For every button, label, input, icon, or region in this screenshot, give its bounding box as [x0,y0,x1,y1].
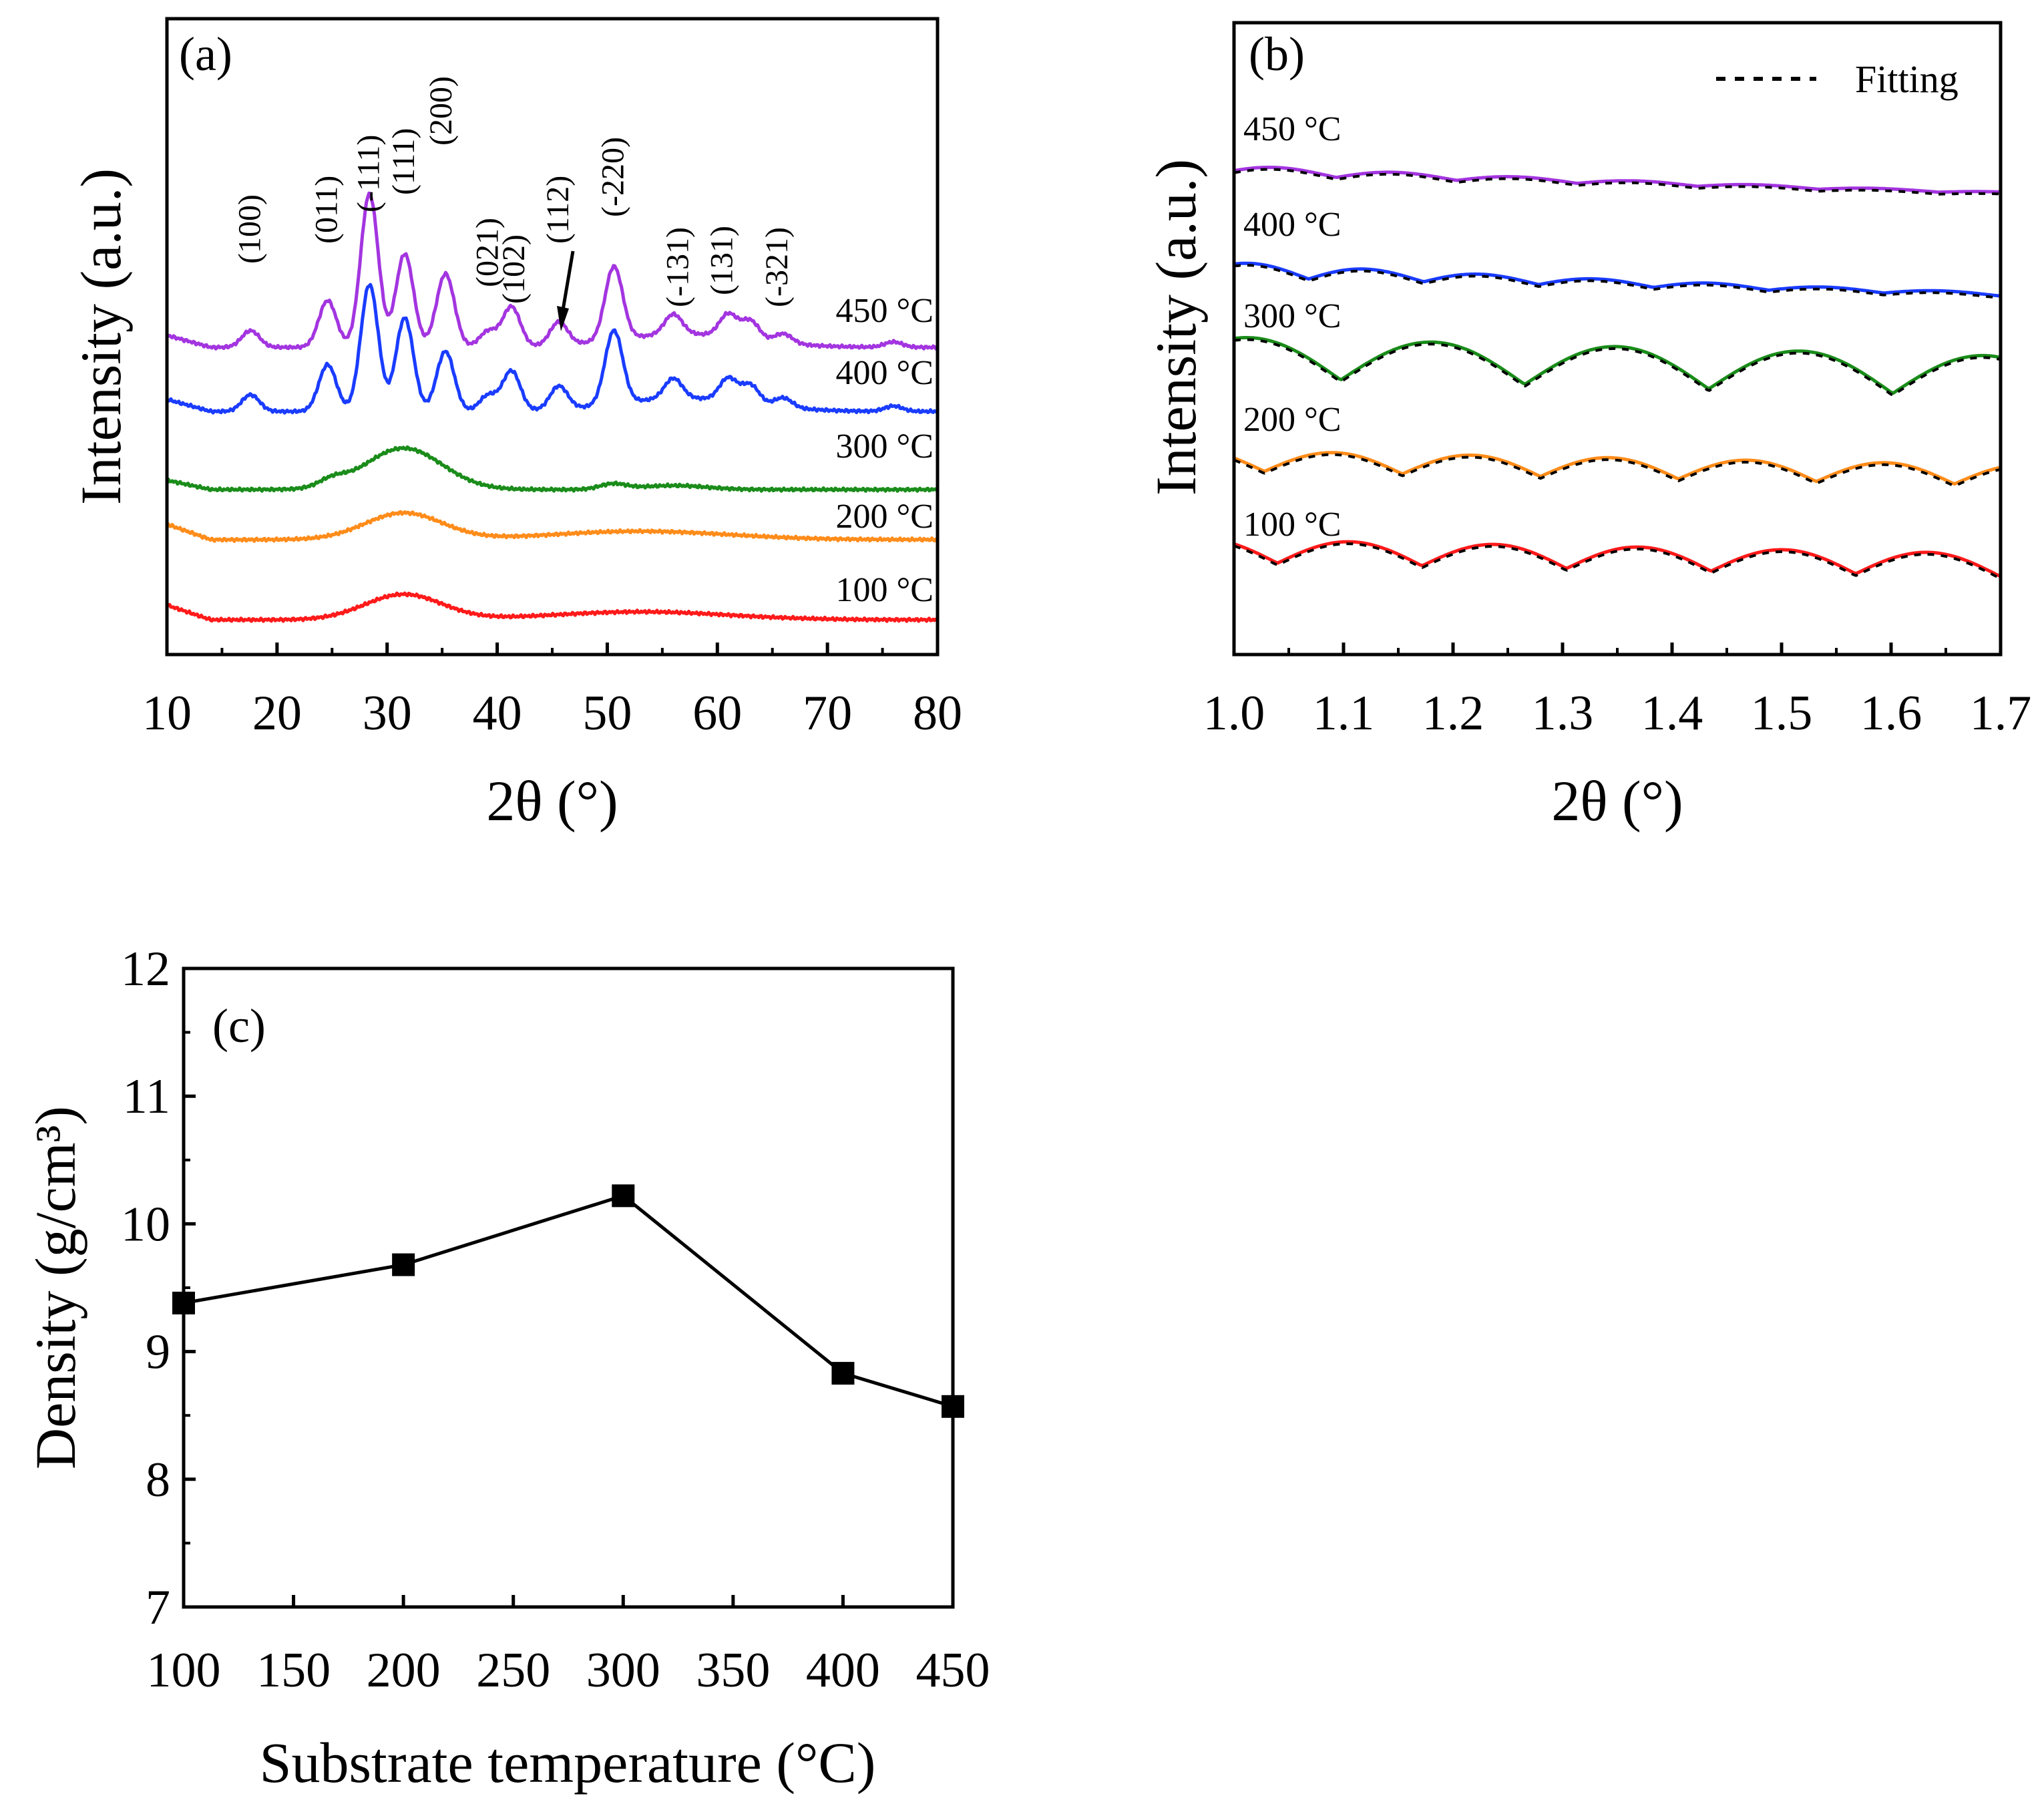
panel-a-x-title: 2θ (°) [486,769,618,833]
c-x-tick-label: 250 [476,1643,550,1698]
panel-a-tag: (a) [179,27,232,81]
a-peak-label: (-131) [660,227,696,307]
panel-a-arrow [557,250,575,331]
a-x-tick-label: 80 [913,686,962,741]
panel-b-series-group [1233,165,2001,580]
a-peak-label: (011) [309,176,345,244]
a-peak-label: (100) [232,194,267,264]
a-temp-label: 300 °C [836,427,934,466]
c-y-tick-label: 8 [146,1453,170,1507]
a-series-line-100 °C [166,591,938,623]
panel-a-frame [165,17,940,657]
panel-c: (c) 100 150 200 250 300 350 400 450 7 8 9 10 11 12 S… [23,942,990,1795]
b-x-tick-label: 1.0 [1203,686,1265,741]
b-x-tick-label: 1.4 [1641,686,1703,741]
panel-c-tag: (c) [212,999,266,1053]
a-temp-label: 400 °C [836,354,934,392]
a-series-line-400 °C [165,283,938,415]
c-x-tick-label: 300 [586,1643,660,1698]
a-temp-label: 200 °C [836,498,934,536]
a-x-tick-label: 40 [473,686,522,741]
a-series-line-450 °C [166,191,939,351]
legend-fitting-label: Fitting [1855,57,1959,101]
b-temp-label: 200 °C [1243,401,1341,439]
a-peak-label: (-220) [595,137,630,217]
panel-a-series-group [165,191,939,623]
b-series-line-400 °C [1233,261,2001,298]
a-peak-label: (200) [423,76,459,146]
b-series-line-100 °C [1233,540,2001,578]
c-y-tick-label: 11 [123,1069,170,1124]
panel-a: (a) (100) (011) (-111) (111)(200) (021)(102)… [69,17,962,833]
c-y-tick-label: 7 [146,1580,170,1635]
a-x-tick-label: 60 [692,686,742,741]
panel-b-temperature-labels: 100 °C 200 °C 300 °C 400 °C 450 °C [1243,110,1341,544]
a-series-line-300 °C [166,445,939,493]
b-fit-line-100 °C [1233,542,2001,580]
b-temp-label: 450 °C [1243,110,1341,148]
c-x-tick-label: 150 [256,1643,331,1698]
b-series-line-300 °C [1233,336,2001,395]
panel-c-frame [182,966,955,1609]
panel-b-y-title: Intensity (a.u.) [1144,159,1208,496]
panel-c-y-title: Density (g/cm³) [23,1106,87,1469]
c-data-point [392,1253,415,1276]
panel-c-x-title: Substrate temperature (°C) [260,1731,876,1795]
a-peak-label: (-111) [351,135,386,212]
c-y-tick-label: 12 [121,942,170,997]
c-y-tick-label: 9 [146,1325,170,1380]
c-x-tick-label: 200 [367,1643,441,1698]
a-peak-label: (102) [496,234,532,304]
a-temp-label: 100 °C [836,571,934,609]
a-peak-label: (-321) [759,227,795,307]
a-temp-label: 450 °C [836,292,934,330]
panel-a-y-title: Intensity (a.u.) [69,168,133,505]
a-peak-label: (112) [540,176,576,244]
b-x-tick-label: 1.6 [1860,686,1922,741]
c-data-point [172,1291,195,1314]
c-x-tick-label: 450 [916,1643,990,1698]
panel-c-series [172,1184,964,1418]
a-x-tick-label: 30 [363,686,412,741]
a-peak-label: (021) [469,218,505,287]
c-x-tick-label: 100 [147,1643,221,1698]
a-x-tick-label: 10 [142,686,192,741]
b-fit-line-450 °C [1233,168,2001,196]
panel-b-tag: (b) [1249,27,1305,81]
panel-b-legend: Fitting [1716,57,1959,101]
c-data-point [942,1395,964,1418]
panel-b-x-ticks: 1.0 1.1 1.2 1.3 1.4 1.5 1.6 1.7 [1203,643,2032,741]
b-series-line-200 °C [1233,451,2001,486]
a-peak-label: (131) [704,226,740,295]
c-data-point [612,1184,635,1208]
panel-c-x-ticks: 100 150 200 250 300 350 400 450 [147,1595,990,1698]
panel-b: (b) Fitting 100 °C 200 °C 300 °C 400 °C 450 … [1144,21,2032,833]
b-x-tick-label: 1.3 [1532,686,1594,741]
a-peak-label: (111) [386,128,421,195]
b-temp-label: 100 °C [1243,506,1341,544]
a-x-tick-label: 50 [582,686,632,741]
b-series-line-450 °C [1233,165,2001,194]
b-x-tick-label: 1.1 [1313,686,1375,741]
b-temp-label: 400 °C [1243,206,1341,244]
a-series-line-200 °C [166,510,938,543]
panel-a-temperature-labels: 100 °C 200 °C 300 °C 400 °C 450 °C [836,292,934,609]
a-x-tick-label: 70 [803,686,852,741]
panel-a-x-ticks: 10 20 30 40 50 60 70 80 [142,643,962,741]
b-x-tick-label: 1.5 [1751,686,1813,741]
panel-a-peak-labels: (100) (011) (-111) (111)(200) (021)(102)(112… [232,76,795,307]
b-temp-label: 300 °C [1243,297,1341,335]
b-fit-line-400 °C [1233,264,2001,299]
c-y-tick-label: 10 [121,1197,170,1252]
b-x-tick-label: 1.2 [1422,686,1484,741]
panel-c-y-ticks: 7 8 9 10 11 12 [121,942,196,1635]
b-fit-line-200 °C [1233,453,2001,488]
c-x-tick-label: 350 [696,1643,770,1698]
a-x-tick-label: 20 [252,686,302,741]
b-x-tick-label: 1.7 [1970,686,2032,741]
c-x-tick-label: 400 [806,1643,880,1698]
panel-b-x-title: 2θ (°) [1551,769,1683,833]
c-data-point [831,1362,855,1385]
